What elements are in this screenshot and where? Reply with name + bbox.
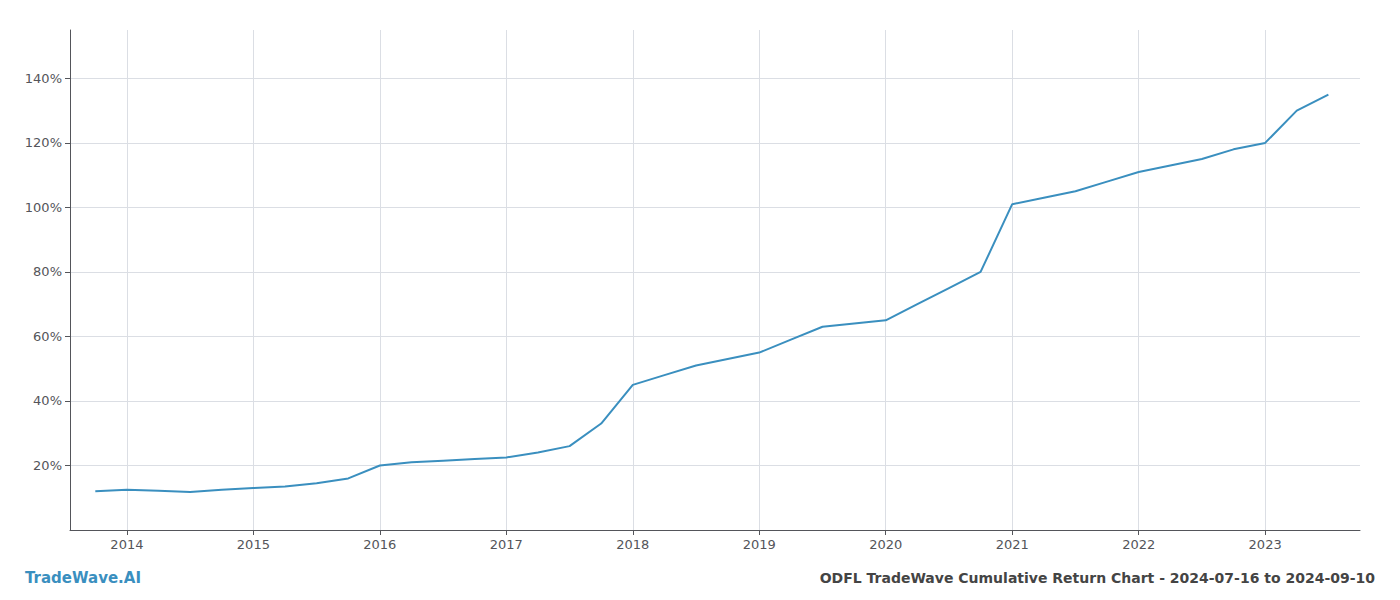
svg-text:100%: 100% — [25, 200, 62, 215]
svg-text:60%: 60% — [33, 329, 62, 344]
svg-text:2018: 2018 — [616, 537, 649, 552]
svg-text:80%: 80% — [33, 264, 62, 279]
svg-text:2015: 2015 — [237, 537, 270, 552]
svg-text:2017: 2017 — [490, 537, 523, 552]
svg-text:2020: 2020 — [869, 537, 902, 552]
svg-text:2016: 2016 — [363, 537, 396, 552]
svg-text:120%: 120% — [25, 135, 62, 150]
svg-text:40%: 40% — [33, 393, 62, 408]
svg-text:2021: 2021 — [996, 537, 1029, 552]
svg-text:TradeWave.AI: TradeWave.AI — [25, 569, 141, 587]
svg-text:2022: 2022 — [1122, 537, 1155, 552]
svg-text:2023: 2023 — [1249, 537, 1282, 552]
svg-text:140%: 140% — [25, 71, 62, 86]
svg-text:ODFL TradeWave Cumulative Retu: ODFL TradeWave Cumulative Return Chart -… — [820, 570, 1376, 586]
svg-text:2019: 2019 — [743, 537, 776, 552]
svg-text:2014: 2014 — [110, 537, 143, 552]
svg-text:20%: 20% — [33, 458, 62, 473]
